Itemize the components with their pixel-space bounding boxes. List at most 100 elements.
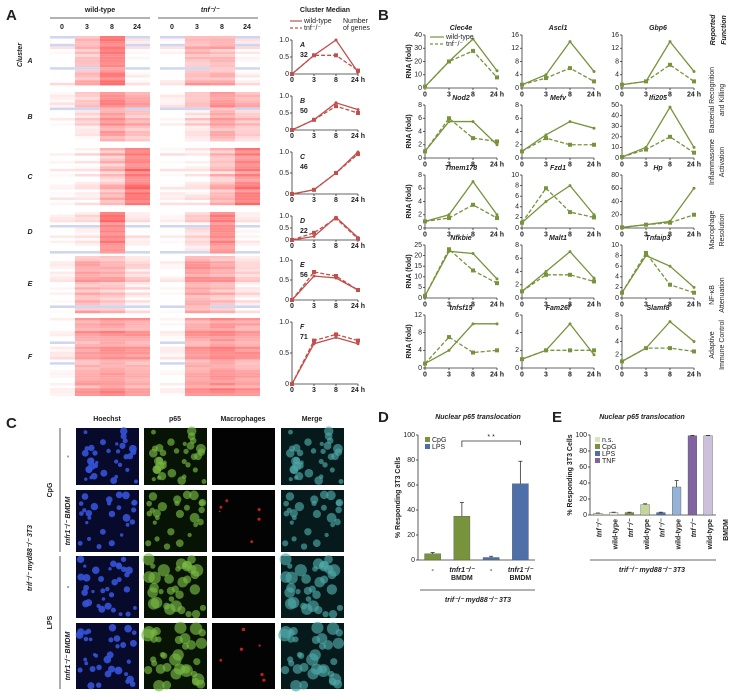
- heatmap-cell: [100, 364, 125, 368]
- heatmap-cell: [235, 155, 260, 159]
- x-tick-label: 3: [644, 371, 648, 378]
- cell: [113, 635, 121, 642]
- gene-name: Fam26f: [546, 305, 571, 312]
- marker: [471, 350, 475, 355]
- heatmap-cell: [160, 276, 185, 280]
- heatmap-cell: [235, 351, 260, 355]
- heatmap-cell: [125, 359, 150, 363]
- heatmap-cell: [210, 67, 235, 70]
- heatmap-cell: [235, 128, 260, 131]
- heatmap-cell: [50, 372, 75, 376]
- y-axis-label: % Responding 3T3 Cells: [567, 434, 574, 515]
- heatmap-cell: [75, 243, 100, 246]
- heatmap-cell: [235, 230, 260, 233]
- heatmap-cell: [125, 362, 150, 365]
- heatmap-cell: [235, 344, 260, 347]
- heatmap-cell: [210, 94, 235, 98]
- heatmap-cell: [235, 75, 260, 78]
- series-line: [291, 54, 359, 75]
- heatmap-cell: [235, 251, 260, 254]
- heatmap-cell: [210, 354, 235, 357]
- marker: [334, 101, 338, 105]
- y-tick-label: 4: [515, 268, 519, 275]
- heatmap-cell: [185, 222, 210, 225]
- marker: [334, 171, 338, 175]
- group-label: CpG: [47, 482, 54, 497]
- cell: [151, 477, 156, 482]
- x-tick-label: 24 h: [490, 231, 504, 238]
- marker: [620, 290, 624, 295]
- marker: [592, 276, 596, 280]
- heatmap-cell: [100, 338, 125, 342]
- heatmap-cell: [235, 367, 260, 370]
- cell: [332, 637, 345, 649]
- heatmap-cell: [50, 110, 75, 113]
- heatmap-cell: [210, 261, 235, 264]
- cell: [130, 449, 137, 456]
- heatmap-cell: [160, 64, 185, 68]
- series-line: [621, 347, 695, 362]
- heatmap-cell: [235, 41, 260, 44]
- heatmap-cell: [160, 38, 185, 42]
- series-line: [424, 323, 497, 365]
- heatmap-cell: [235, 197, 260, 200]
- cluster-letter-small: D: [300, 218, 305, 225]
- y-tick-label: 20: [414, 252, 422, 259]
- heatmap-cell: [75, 261, 100, 264]
- bar: [656, 512, 666, 516]
- y-tick-label: 2: [418, 142, 422, 149]
- cell: [81, 589, 88, 596]
- heatmap-cell: [185, 308, 210, 311]
- heatmap-cell: [160, 163, 185, 167]
- heatmap-cell: [235, 97, 260, 100]
- marker: [544, 200, 548, 203]
- cell: [324, 432, 333, 441]
- heatmap-cell: [235, 359, 260, 363]
- heatmap-cell: [235, 271, 260, 275]
- marker: [334, 53, 338, 58]
- cell: [301, 574, 311, 584]
- heatmap-cell: [50, 240, 75, 244]
- cell: [166, 586, 175, 595]
- x-tick-label: 8: [668, 371, 672, 378]
- heatmap-cell: [50, 94, 75, 98]
- column-header: Hoechst: [93, 416, 121, 423]
- heatmap-cell: [50, 245, 75, 249]
- heatmap-cell: [160, 133, 185, 137]
- heatmap-cell: [100, 310, 125, 314]
- cell: [334, 518, 341, 526]
- heatmap-cell: [210, 243, 235, 246]
- cell: [225, 499, 229, 503]
- heatmap-cell: [125, 69, 150, 73]
- heatmap-cell: [125, 354, 150, 357]
- x-tick-label: 3: [312, 387, 316, 394]
- y-tick-label: 20: [611, 134, 619, 141]
- heatmap-cell: [50, 41, 75, 44]
- heatmap-cell: [185, 125, 210, 129]
- heatmap-cell: [100, 349, 125, 352]
- heatmap-cell: [235, 125, 260, 129]
- heatmap-cell: [50, 238, 75, 241]
- marker: [544, 186, 548, 191]
- heatmap-cell: [160, 238, 185, 241]
- heatmap-cell: [210, 43, 235, 47]
- heatmap-cell: [160, 333, 185, 337]
- heatmap-cell: [100, 325, 125, 329]
- heatmap-cell: [75, 174, 100, 177]
- heatmap-cell: [100, 302, 125, 306]
- heatmap-cell: [100, 64, 125, 68]
- heatmap-cell: [185, 338, 210, 342]
- cell: [100, 469, 108, 477]
- marker: [423, 219, 427, 224]
- marker: [312, 342, 316, 346]
- y-tick-label: 0: [418, 85, 422, 92]
- heatmap-cell: [235, 43, 260, 47]
- heatmap-cell: [160, 138, 185, 142]
- heatmap-cell: [75, 266, 100, 269]
- cell: [182, 490, 192, 500]
- x-tick-label: -: [490, 567, 493, 574]
- function-label: Bacterial Recognition: [709, 67, 716, 133]
- cell: [289, 464, 299, 474]
- heatmap-cell: [50, 341, 75, 344]
- heatmap-cell: [100, 251, 125, 254]
